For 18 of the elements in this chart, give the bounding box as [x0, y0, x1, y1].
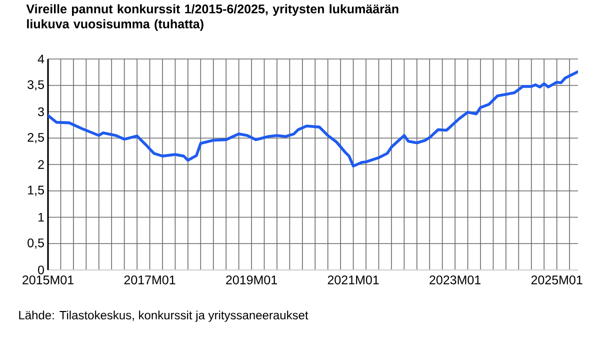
y-tick-label: 2 [38, 160, 44, 169]
y-tick-label: 3 [38, 107, 44, 116]
y-tick-label: 0,5 [28, 238, 44, 249]
y-tick-label: 1 [38, 212, 44, 222]
line-series [48, 70, 578, 168]
x-tick-label: 2019M01 [226, 276, 277, 284]
x-tick-label: 2015M01 [22, 276, 74, 284]
y-tick-label: 3,5 [28, 80, 44, 91]
y-tick-label: 0 [38, 266, 44, 274]
y-tick-label: 1,5 [28, 186, 44, 196]
y-tick-label: 4 [38, 54, 44, 64]
x-tick-label: 2021M01 [328, 276, 379, 284]
x-tick-label: 2025M01 [531, 276, 582, 284]
y-tick-label: 2,5 [28, 132, 44, 144]
chart-title: Vireille pannut konkurssit 1/2015-6/2025, yritysten lukumäärän liukuva vuosisumma (tuhatta) [26, 4, 398, 31]
x-tick-label: 2017M01 [124, 276, 176, 284]
text: Lähde: Tilastokeskus, konkurssit ja yrityssaneeraukset [19, 310, 308, 322]
x-tick-label: 2023M01 [430, 276, 480, 284]
